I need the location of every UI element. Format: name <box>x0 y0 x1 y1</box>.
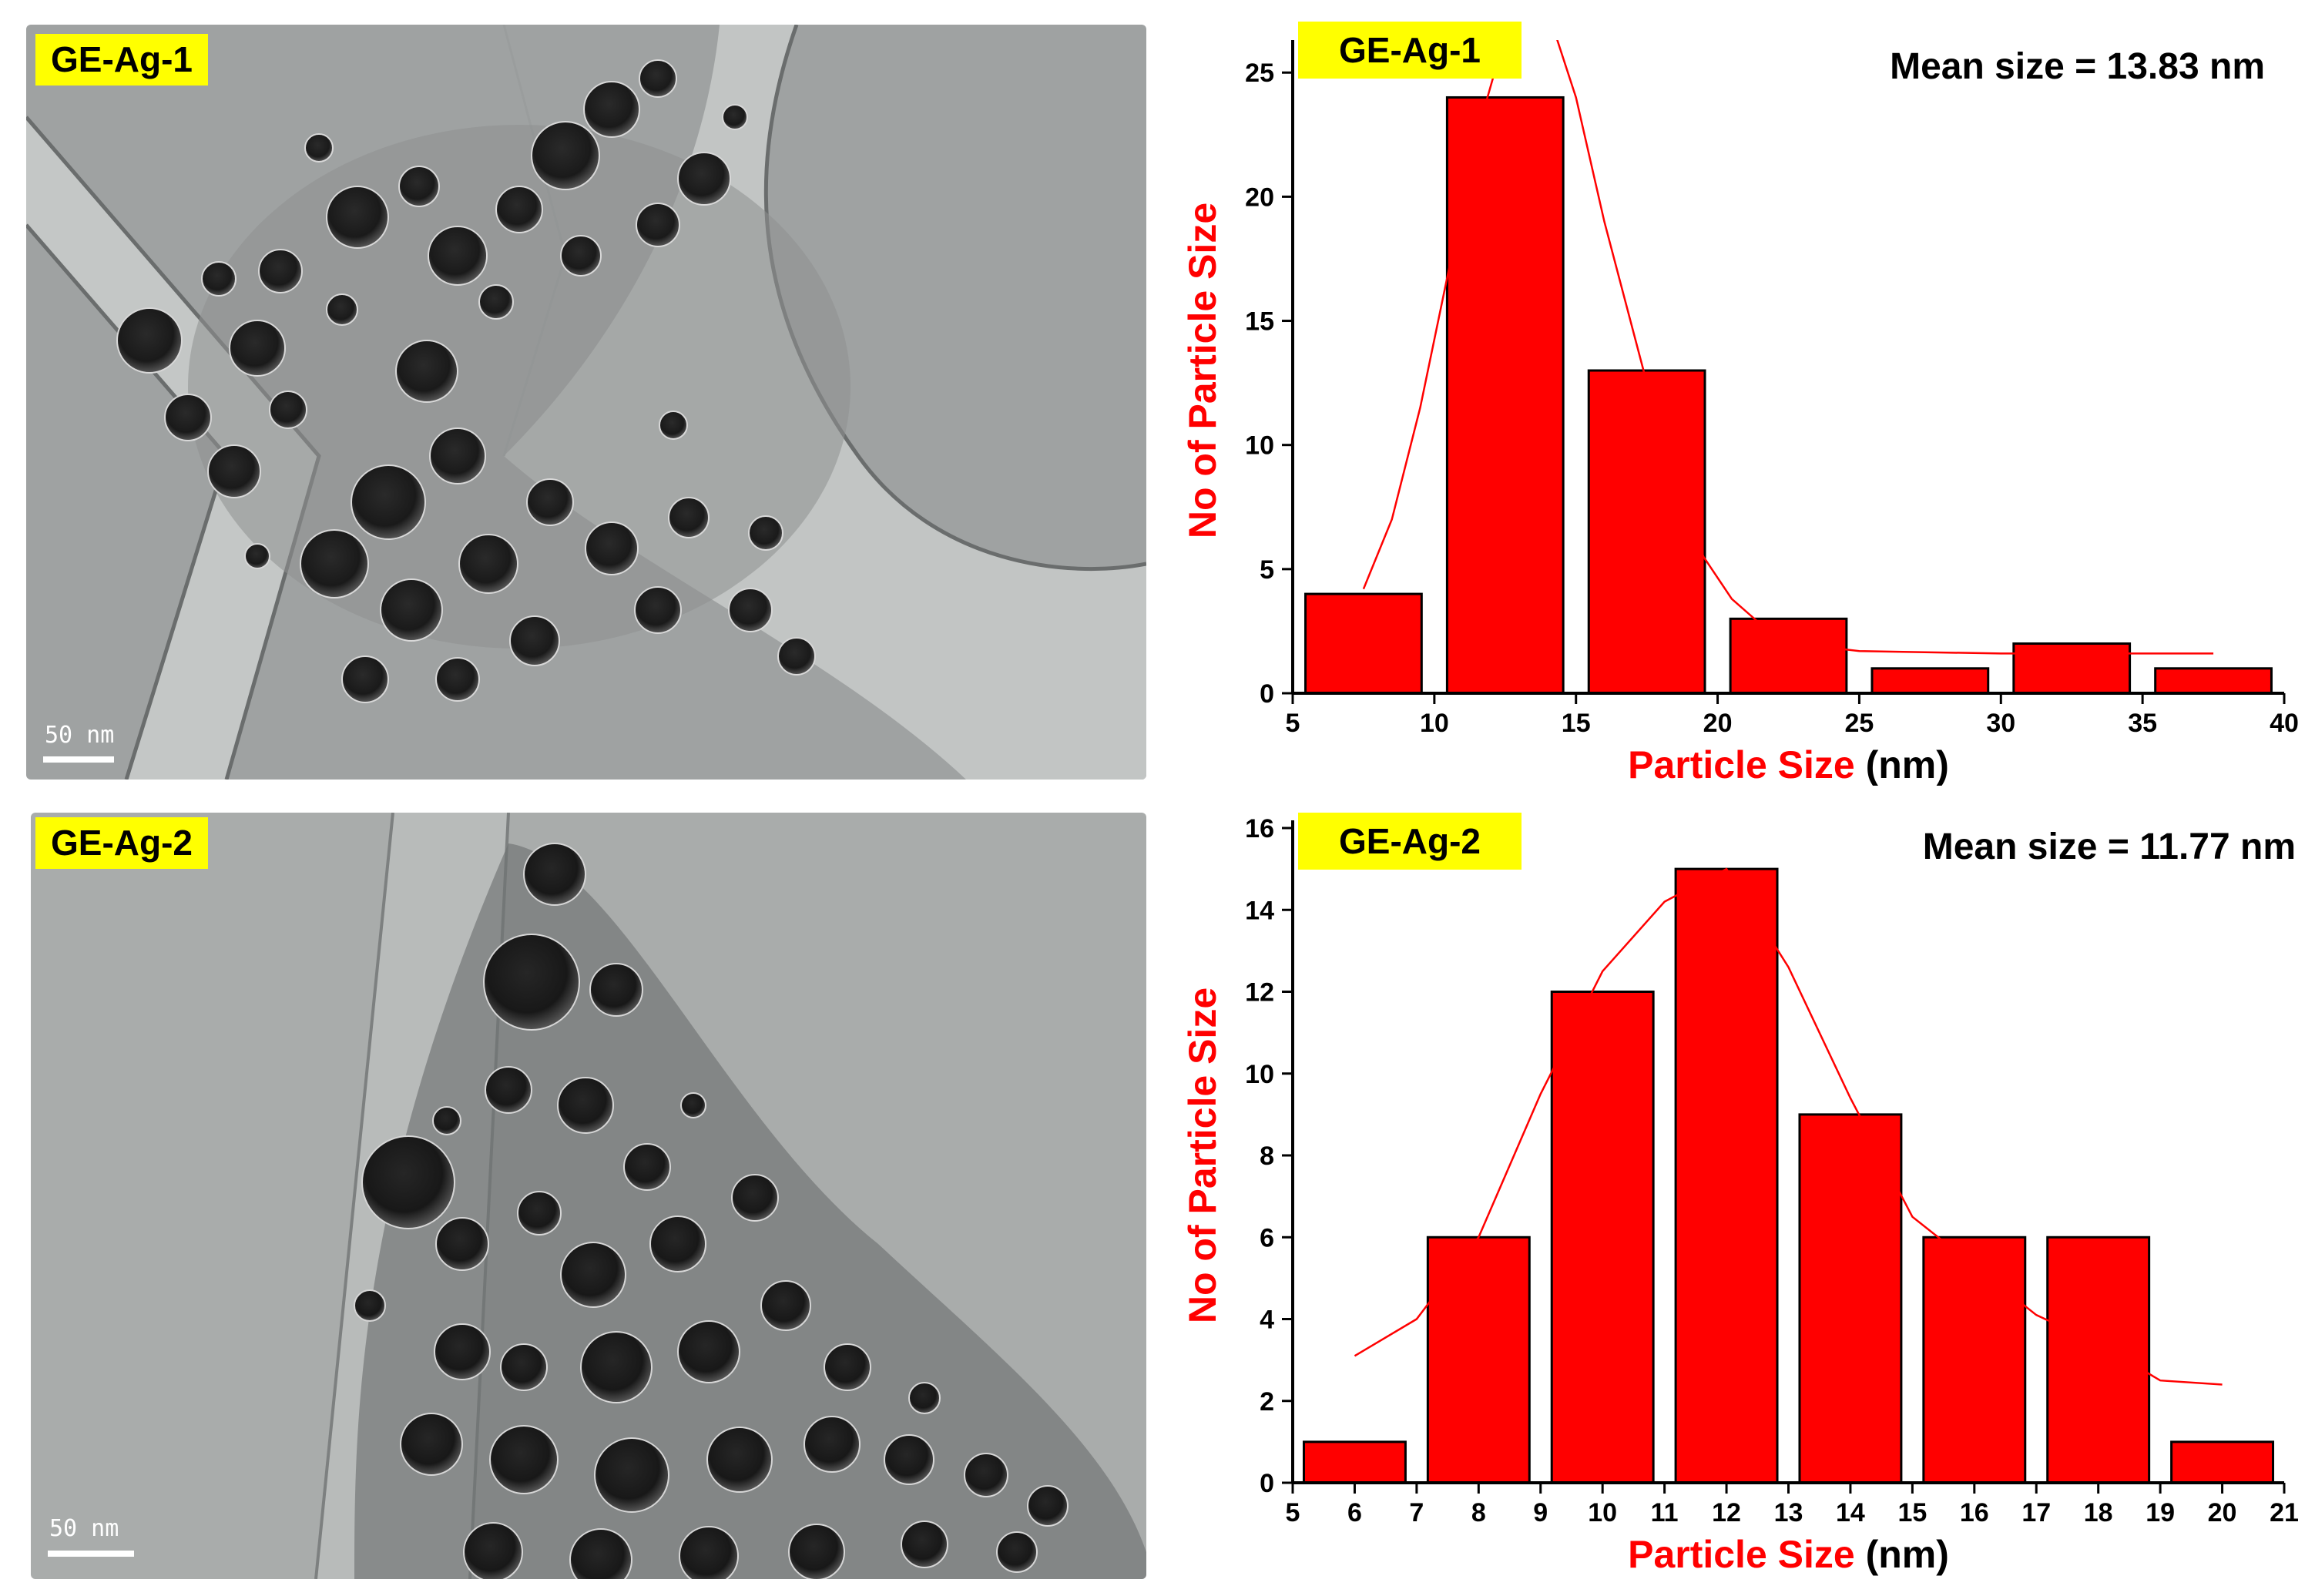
fit-curve <box>1362 40 2214 655</box>
histogram-bar <box>1729 617 1848 695</box>
x-tick-label: 20 <box>1703 709 1733 738</box>
histogram-bar <box>1550 991 1655 1484</box>
histogram-ge-ag-1: 5 10 15 20 25 30 35 40 0 5 10 15 20 25 Particle Size (… <box>1156 15 2303 786</box>
histogram-bar <box>1304 592 1423 695</box>
x-tick-label: 8 <box>1471 1498 1486 1527</box>
y-axis-label: No of Particle Size <box>1181 203 1224 538</box>
y-tick-label: 15 <box>1245 307 1274 337</box>
histogram-bar <box>1798 1113 1903 1484</box>
x-tick-label: 35 <box>2128 709 2157 738</box>
sample-label: GE-Ag-1 <box>35 34 208 86</box>
mean-size-annotation: Mean size = 11.77 nm <box>1923 826 2296 867</box>
scale-bar-label: 50 nm <box>45 722 115 749</box>
x-tick-label: 5 <box>1286 1498 1300 1527</box>
chart-sample-label-text: GE-Ag-1 <box>1339 30 1481 70</box>
scale-bar <box>48 1551 134 1557</box>
chart-sample-label: GE-Ag-1 <box>1298 22 1522 79</box>
histogram-bar <box>1674 867 1779 1484</box>
histogram-bar <box>2012 642 2132 695</box>
x-tick-label: 15 <box>1897 1498 1927 1527</box>
x-tick-label: 13 <box>1774 1498 1803 1527</box>
x-tick-label: 21 <box>2270 1498 2299 1527</box>
x-tick-label: 12 <box>1712 1498 1741 1527</box>
scale-bar-label: 50 nm <box>49 1515 119 1542</box>
y-tick-label: 16 <box>1245 814 1274 843</box>
y-tick-label: 14 <box>1245 896 1274 925</box>
x-tick-label: 14 <box>1836 1498 1865 1527</box>
histogram-bar <box>2170 1440 2275 1484</box>
chart-sample-label-bg <box>1298 22 1522 79</box>
x-axis-label-main: Particle Size <box>1628 1533 1866 1576</box>
sample-label: GE-Ag-2 <box>35 817 208 869</box>
x-tick-label: 30 <box>1986 709 2015 738</box>
histogram-ge-ag-2: 5 6 7 8 9 10 11 12 13 14 15 16 17 18 19 20 21 0 2 4 6 8 10 12 14… <box>1156 805 2303 1587</box>
histogram-bar <box>1922 1236 2027 1484</box>
x-tick-label: 7 <box>1409 1498 1424 1527</box>
histogram-bar <box>1445 96 1565 695</box>
x-tick-label: 10 <box>1420 709 1449 738</box>
histogram-bar <box>2046 1236 2151 1484</box>
scale-bar <box>43 756 114 763</box>
fit-curve <box>1354 867 2223 1386</box>
y-tick-label: 0 <box>1260 679 1274 709</box>
x-axis-label-main: Particle Size <box>1628 743 1866 786</box>
x-tick-label: 6 <box>1347 1498 1362 1527</box>
x-tick-label: 16 <box>1960 1498 1989 1527</box>
x-tick-label: 5 <box>1286 709 1300 738</box>
x-axis-label: Particle Size (nm) <box>1628 743 1949 786</box>
histogram-bar <box>1587 369 1706 695</box>
y-tick-label: 4 <box>1260 1306 1274 1335</box>
tem-micrograph-1 <box>26 25 1146 780</box>
x-tick-label: 15 <box>1562 709 1591 738</box>
y-tick-label: 10 <box>1245 431 1274 461</box>
chart-sample-label: GE-Ag-2 <box>1298 813 1522 870</box>
x-tick-label: 11 <box>1651 1498 1679 1527</box>
mean-size-annotation: Mean size = 13.83 nm <box>1890 46 2265 87</box>
y-tick-label: 5 <box>1260 555 1274 585</box>
x-tick-label: 9 <box>1533 1498 1548 1527</box>
y-tick-label: 2 <box>1260 1387 1274 1417</box>
chart-sample-label-bg <box>1298 813 1522 870</box>
y-tick-label: 0 <box>1260 1469 1274 1498</box>
y-tick-label: 8 <box>1260 1142 1274 1171</box>
y-tick-label: 6 <box>1260 1223 1274 1252</box>
y-tick-label: 12 <box>1245 978 1274 1008</box>
x-tick-label: 17 <box>2021 1498 2051 1527</box>
x-tick-label: 20 <box>2208 1498 2237 1527</box>
chart-sample-label-text: GE-Ag-2 <box>1339 821 1481 861</box>
x-tick-label: 10 <box>1588 1498 1617 1527</box>
histogram-bar <box>2154 667 2273 695</box>
x-tick-label: 40 <box>2270 709 2299 738</box>
y-axis-label: No of Particle Size <box>1181 987 1224 1323</box>
histogram-bar <box>1302 1440 1407 1484</box>
histogram-bar <box>1870 667 1990 695</box>
tem-image-ge-ag-2: GE-Ag-2 50 nm <box>31 813 1146 1579</box>
x-axis-label: Particle Size (nm) <box>1628 1533 1949 1576</box>
x-axis-label-unit: (nm) <box>1866 1533 1949 1576</box>
y-tick-label: 25 <box>1245 59 1274 88</box>
histogram-svg-2: 5 6 7 8 9 10 11 12 13 14 15 16 17 18 19 20 21 0 2 4 6 8 10 12 14… <box>1181 813 2299 1576</box>
histogram-bar <box>1426 1236 1531 1484</box>
tem-micrograph-2 <box>31 813 1146 1579</box>
x-tick-label: 25 <box>1845 709 1874 738</box>
x-axis-label-unit: (nm) <box>1866 743 1949 786</box>
y-tick-label: 10 <box>1245 1060 1274 1089</box>
y-tick-label: 20 <box>1245 183 1274 212</box>
x-tick-label: 19 <box>2146 1498 2175 1527</box>
tem-image-ge-ag-1: GE-Ag-1 50 nm <box>26 25 1146 780</box>
x-tick-label: 18 <box>2084 1498 2113 1527</box>
